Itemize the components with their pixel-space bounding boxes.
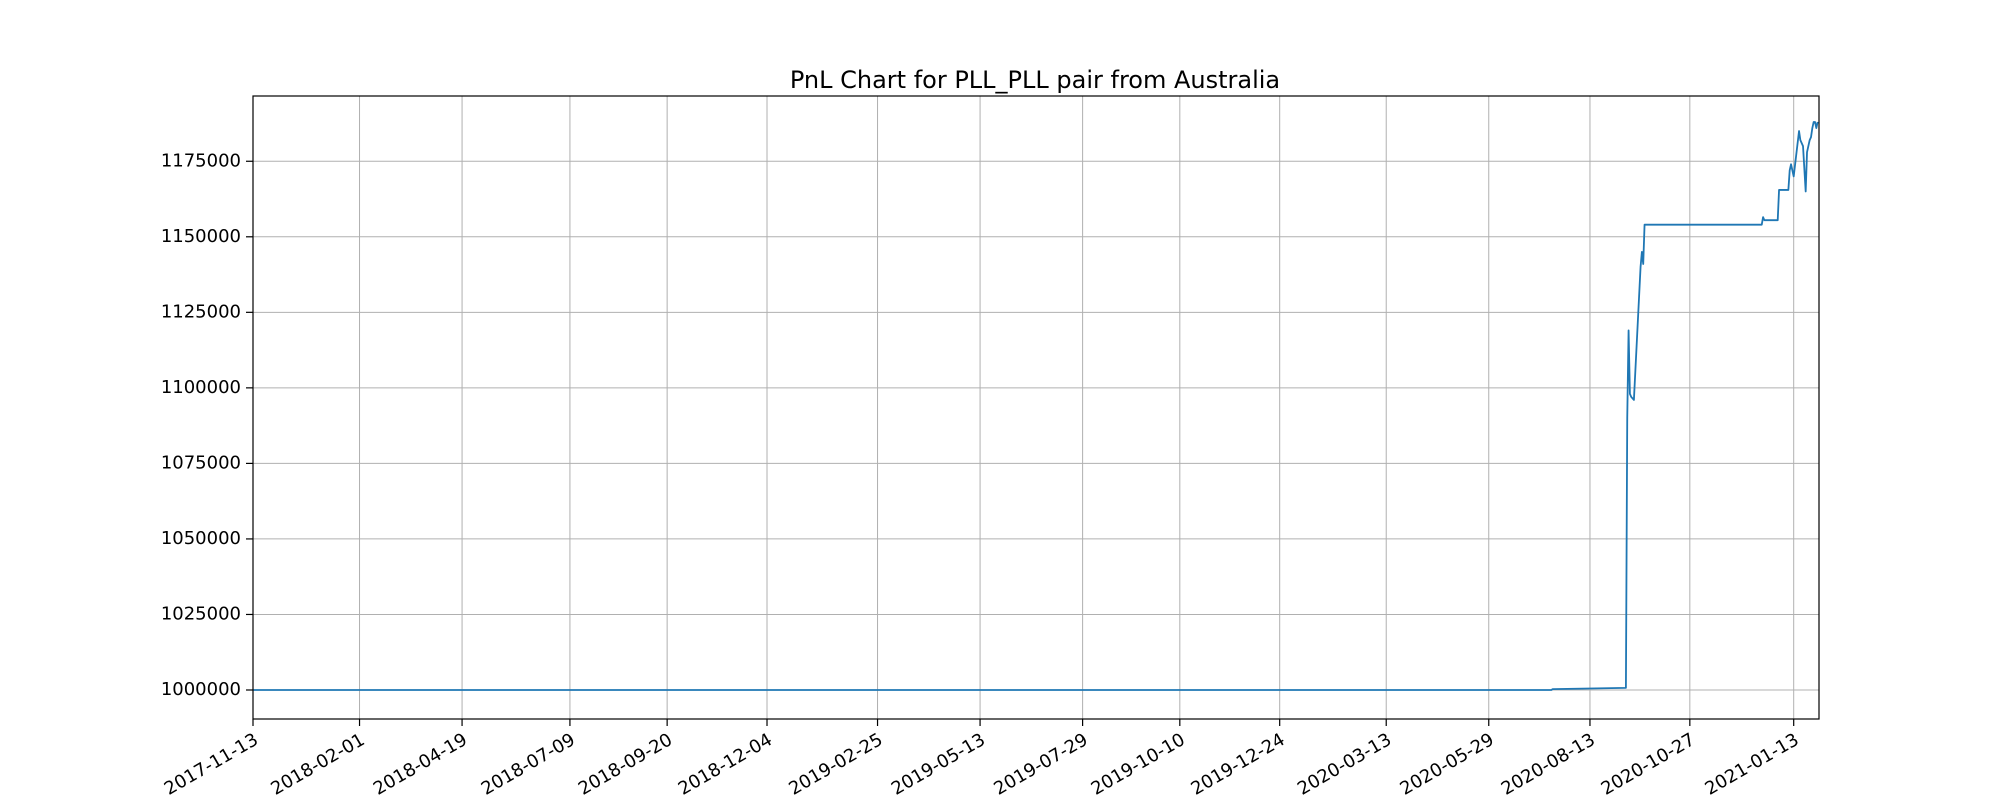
grid-lines [252,96,1819,719]
x-tick-label: 2018-02-01 [267,729,368,799]
y-tick-label: 1050000 [161,528,241,549]
x-tick-label: 2019-02-25 [785,729,886,799]
x-tick-label: 2020-10-27 [1598,729,1699,799]
series-layer [253,121,1819,691]
y-axis: 1000000 1025000 1050000 1075000 1100000 11250… [161,150,253,700]
x-tick-label: 2017-11-13 [161,729,262,799]
y-tick-label: 1100000 [161,377,241,398]
x-tick-label: 2020-08-13 [1498,729,1599,799]
x-tick-label: 2019-05-13 [888,729,989,799]
x-tick-label: 2021-01-13 [1702,729,1803,799]
x-tick-label: 2020-05-29 [1397,729,1498,799]
x-tick-label: 2019-07-29 [990,729,1091,799]
x-tick-label: 2019-12-24 [1187,729,1288,799]
x-axis: 2017-11-13 2018-02-01 2018-04-19 2018-07-09… [161,719,1803,800]
y-tick-label: 1075000 [161,452,241,473]
x-tick-label: 2019-10-10 [1088,729,1189,799]
chart-title: PnL Chart for PLL_PLL pair from Australi… [790,66,1280,94]
x-tick-label: 2018-04-19 [370,729,471,799]
x-tick-label: 2018-12-04 [675,729,776,799]
plot-area-frame [252,95,1820,720]
x-tick-label: 2018-09-20 [575,729,676,799]
y-tick-label: 1000000 [161,679,241,700]
y-tick-label: 1025000 [161,603,241,624]
y-tick-label: 1175000 [161,150,241,171]
x-tick-label: 2018-07-09 [478,729,579,799]
y-tick-label: 1150000 [161,226,241,247]
pnl-series-line [253,121,1819,691]
y-tick-label: 1125000 [161,301,241,322]
x-tick-label: 2020-03-13 [1294,729,1395,799]
